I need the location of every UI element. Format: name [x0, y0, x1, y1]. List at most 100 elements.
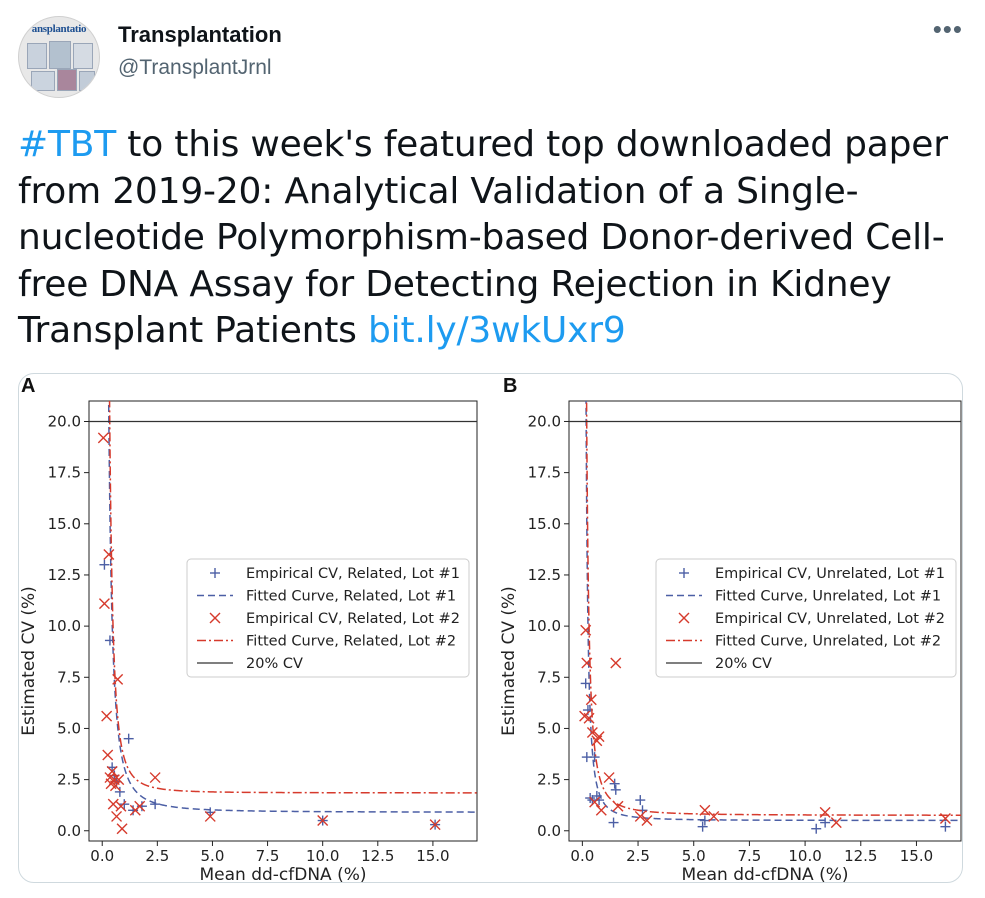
- marker-stroke: [595, 804, 607, 816]
- short-link[interactable]: bit.ly/3wkUxr9: [367, 310, 626, 351]
- tweet-body: to this week's featured top downloaded p…: [18, 124, 948, 351]
- y-tick-label: 2.5: [57, 771, 81, 789]
- marker-stroke: [102, 749, 114, 761]
- x-marker: [111, 810, 123, 822]
- y-tick-label: 2.5: [537, 771, 561, 789]
- x-marker: [98, 598, 110, 610]
- marker-stroke: [113, 774, 125, 786]
- x-marker: [586, 727, 598, 739]
- plus-marker: [940, 821, 951, 832]
- x-marker: [101, 710, 113, 722]
- x-tick-label: 15.0: [900, 847, 933, 865]
- legend-swatch-x: [209, 612, 221, 624]
- x-marker: [103, 548, 115, 560]
- x-marker: [610, 657, 622, 669]
- x-tick-label: 5.0: [682, 847, 706, 865]
- x-marker: [102, 749, 114, 761]
- marker-stroke: [109, 780, 121, 792]
- avatar-cover-tile: [57, 69, 77, 91]
- chart-legend: Empirical CV, Related, Lot #1 Fitted Curv…: [186, 558, 470, 678]
- user-handle[interactable]: @TransplantJrnl: [118, 56, 272, 79]
- y-tick-label: 20.0: [528, 412, 561, 430]
- fitted-curve-lot2: [585, 401, 961, 816]
- plus-marker: [589, 752, 600, 763]
- y-tick-label: 10.0: [48, 617, 81, 635]
- x-marker: [593, 731, 605, 743]
- x-tick-label: 7.5: [737, 847, 761, 865]
- marker-stroke: [106, 765, 118, 777]
- avatar-cover-tile: [79, 71, 95, 91]
- marker-stroke: [610, 657, 622, 669]
- marker-stroke: [429, 819, 441, 831]
- marker-stroke: [593, 731, 605, 743]
- marker-stroke: [939, 812, 951, 824]
- plot-frame: [88, 400, 478, 842]
- marker-stroke: [579, 710, 591, 722]
- x-marker: [634, 810, 646, 822]
- x-marker: [708, 810, 720, 822]
- fitted-curve-lot2: [108, 401, 477, 794]
- plus-marker: [609, 778, 620, 789]
- x-marker: [641, 815, 653, 827]
- plus-marker: [608, 817, 619, 828]
- legend-entry: Empirical CV, Unrelated, Lot #1: [715, 566, 945, 582]
- marker-stroke: [107, 798, 119, 810]
- y-tick-label: 5.0: [57, 719, 81, 737]
- plus-marker: [114, 786, 125, 797]
- legend-swatch-x: [678, 612, 690, 624]
- x-marker: [149, 772, 161, 784]
- y-tick-label: 7.5: [537, 668, 561, 686]
- tweet-media-figure[interactable]: A 0.0 2.5 5.0 7.5 10.0 12.5 15.0 0.0 2.5 5.0 7.5 10.…: [18, 373, 963, 883]
- x-tick-label: 0.0: [570, 847, 594, 865]
- marker-stroke: [108, 774, 120, 786]
- x-tick-label: 12.5: [361, 847, 394, 865]
- y-tick-label: 15.0: [528, 515, 561, 533]
- legend-entry: 20% CV: [715, 656, 772, 672]
- x-axis-label: Mean dd-cfDNA (%): [681, 865, 848, 882]
- avatar-cover-tile: [27, 43, 47, 69]
- tweet-text: #TBT to this week's featured top downloa…: [18, 122, 958, 355]
- y-tick-label: 17.5: [48, 464, 81, 482]
- avatar-cover-tile: [31, 71, 55, 91]
- marker-stroke: [112, 673, 124, 685]
- marker-stroke: [116, 823, 128, 835]
- x-marker: [603, 772, 615, 784]
- x-marker: [106, 765, 118, 777]
- x-marker: [819, 806, 831, 818]
- avatar[interactable]: ansplantatio: [18, 16, 100, 98]
- legend-entry: Fitted Curve, Unrelated, Lot #2: [715, 634, 941, 650]
- x-tick-label: 2.5: [626, 847, 650, 865]
- x-marker: [112, 673, 124, 685]
- avatar-masthead: ansplantatio: [31, 23, 87, 35]
- marker-stroke: [111, 810, 123, 822]
- marker-stroke: [830, 817, 842, 829]
- marker-stroke: [204, 810, 216, 822]
- plus-marker: [699, 815, 710, 826]
- plot-area: [569, 401, 961, 834]
- marker-stroke: [612, 800, 624, 812]
- marker-stroke: [115, 800, 127, 812]
- display-name[interactable]: Transplantation: [118, 22, 282, 47]
- legend-entry: Empirical CV, Related, Lot #2: [246, 611, 460, 627]
- x-tick-label: 5.0: [201, 847, 225, 865]
- x-marker: [116, 823, 128, 835]
- x-marker: [595, 804, 607, 816]
- y-axis-label: Estimated CV (%): [499, 586, 519, 736]
- x-marker: [589, 796, 601, 808]
- fitted-curve-lot1: [585, 401, 961, 822]
- marker-stroke: [634, 810, 646, 822]
- plot-area: [89, 401, 477, 835]
- x-tick-label: 0.0: [90, 847, 114, 865]
- marker-stroke: [103, 548, 115, 560]
- more-options-icon[interactable]: •••: [932, 14, 963, 44]
- y-tick-label: 20.0: [48, 412, 81, 430]
- hashtag-link[interactable]: #TBT: [18, 124, 117, 165]
- y-tick-label: 17.5: [528, 464, 561, 482]
- marker-stroke: [134, 800, 146, 812]
- marker-stroke: [98, 598, 110, 610]
- y-tick-label: 0.0: [537, 822, 561, 840]
- plus-marker: [820, 817, 831, 828]
- plus-marker: [150, 799, 161, 810]
- y-tick-label: 10.0: [528, 617, 561, 635]
- marker-stroke: [149, 772, 161, 784]
